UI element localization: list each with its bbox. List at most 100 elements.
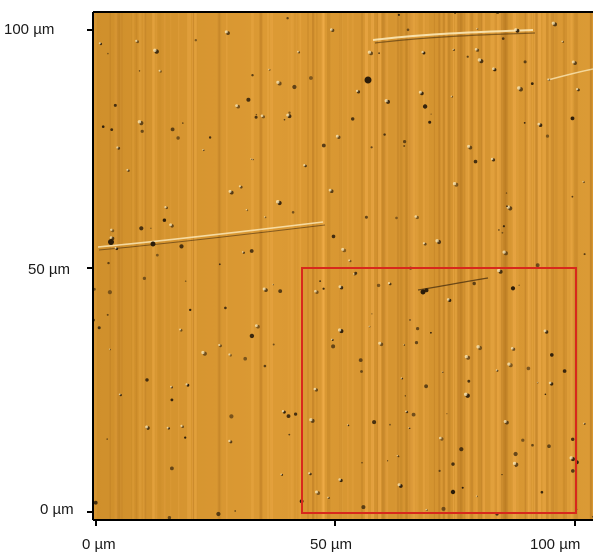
- defect-highlight: [476, 345, 480, 349]
- defect-highlight: [569, 456, 573, 460]
- defect-highlight: [467, 144, 471, 148]
- defect-highlight: [536, 382, 538, 383]
- scratch-right-edge: [547, 68, 593, 81]
- defect-dot: [411, 412, 416, 417]
- scan-stripe: [115, 12, 119, 520]
- scan-stripe: [347, 12, 349, 520]
- defect-dot: [142, 276, 146, 280]
- defect-highlight: [272, 283, 274, 285]
- scan-stripe: [444, 12, 448, 520]
- scan-stripe: [381, 12, 386, 520]
- defect-highlight: [537, 122, 541, 126]
- defect-highlight: [170, 385, 172, 388]
- defect-dot: [495, 512, 499, 516]
- defect-dot: [521, 438, 525, 442]
- defect-dot: [397, 455, 400, 458]
- scan-stripe: [259, 12, 263, 520]
- scan-stripe: [473, 12, 476, 520]
- defect-dot: [506, 205, 508, 208]
- defect-dot: [361, 461, 363, 464]
- defect-highlight: [169, 223, 172, 227]
- defect-highlight: [303, 164, 306, 167]
- scan-stripe: [226, 12, 228, 520]
- defect-highlight: [281, 410, 285, 413]
- defect-highlight: [238, 185, 241, 188]
- scan-stripe: [270, 12, 272, 520]
- defect-dot: [389, 423, 391, 426]
- defect-highlight: [116, 146, 119, 149]
- scan-stripe: [433, 12, 435, 520]
- defect-highlight: [338, 328, 342, 332]
- defect-highlight: [396, 455, 398, 457]
- large-particle: [450, 489, 456, 495]
- defect-highlight: [425, 508, 427, 511]
- defect-dot: [397, 13, 400, 16]
- scan-stripe: [463, 12, 466, 520]
- scan-stripe: [415, 12, 417, 520]
- defect-highlight: [368, 325, 370, 327]
- scan-stripe: [468, 12, 470, 520]
- defect-highlight: [512, 461, 517, 465]
- scan-stripe: [295, 12, 298, 520]
- defect-dot: [502, 225, 505, 228]
- scan-stripe: [549, 12, 553, 520]
- defect-dot: [472, 281, 476, 286]
- defect-highlight: [403, 344, 405, 346]
- defect-dot: [403, 145, 406, 147]
- scan-stripe: [131, 12, 132, 520]
- defect-dot: [523, 122, 526, 124]
- defect-dot: [406, 28, 410, 32]
- defect-dot: [322, 287, 325, 290]
- scan-stripe: [554, 12, 558, 520]
- scan-stripe: [192, 12, 194, 520]
- defect-highlight: [355, 89, 359, 93]
- scan-stripe: [456, 12, 461, 520]
- defect-dot: [416, 327, 420, 331]
- defect-dot: [216, 511, 221, 517]
- defect-dot: [101, 125, 105, 128]
- scan-stripe: [457, 12, 462, 520]
- scan-stripe: [406, 12, 407, 520]
- defect-highlight: [327, 496, 329, 499]
- large-particle: [150, 241, 156, 247]
- defect-highlight: [452, 48, 454, 51]
- defect-dot: [378, 52, 380, 55]
- large-particle: [420, 289, 426, 295]
- defect-dot: [93, 500, 98, 505]
- defect-dot: [106, 313, 109, 316]
- defect-dot: [575, 460, 579, 465]
- defect-dot: [430, 331, 432, 334]
- defect-highlight: [250, 158, 252, 160]
- defect-highlight: [464, 355, 468, 359]
- defect-dot: [510, 286, 516, 291]
- defect-dot: [113, 103, 117, 107]
- defect-dot: [438, 469, 441, 472]
- defect-highlight: [245, 209, 248, 211]
- scan-stripe: [259, 12, 262, 520]
- defect-dot: [309, 76, 313, 80]
- scan-stripe: [501, 12, 504, 520]
- defect-dot: [451, 462, 455, 466]
- defect-dot: [288, 433, 291, 436]
- scan-stripe: [307, 12, 309, 520]
- scan-stripe: [373, 12, 377, 520]
- scan-stripe: [546, 12, 549, 520]
- defect-dot: [505, 192, 508, 194]
- defect-highlight: [450, 95, 453, 98]
- defect-highlight: [341, 247, 345, 251]
- defect-dot: [208, 136, 212, 139]
- scan-stripe: [291, 12, 294, 520]
- defect-dot: [110, 128, 114, 131]
- defect-highlight: [164, 206, 167, 209]
- scan-stripe: [342, 12, 343, 520]
- scan-stripe: [547, 12, 549, 520]
- scan-stripe: [327, 12, 331, 520]
- defect-highlight: [338, 478, 341, 481]
- defect-dot: [107, 261, 110, 265]
- defect-dot: [194, 39, 197, 42]
- defect-highlight: [583, 422, 585, 424]
- defect-highlight: [348, 259, 351, 262]
- scan-stripe: [299, 12, 302, 520]
- y-axis-label-100: 100 µm: [4, 21, 55, 38]
- scan-stripe: [131, 12, 134, 520]
